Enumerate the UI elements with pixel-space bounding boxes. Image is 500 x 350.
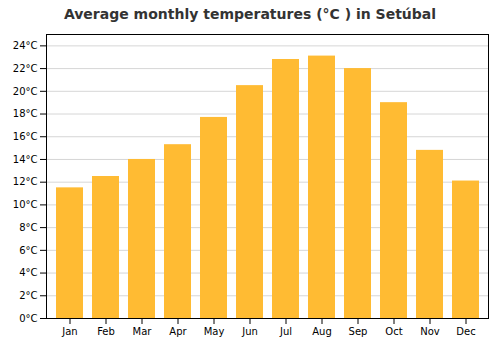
svg-text:Jul: Jul [279,326,292,337]
svg-text:May: May [204,326,225,337]
svg-text:Mar: Mar [133,326,153,337]
svg-text:Jan: Jan [61,326,77,337]
svg-text:Apr: Apr [169,326,187,337]
svg-text:Feb: Feb [97,326,115,337]
svg-text:22°C: 22°C [13,63,38,74]
svg-text:18°C: 18°C [13,108,38,119]
svg-text:12°C: 12°C [13,176,38,187]
svg-text:2°C: 2°C [19,290,37,301]
svg-text:Aug: Aug [312,326,332,337]
svg-text:0°C: 0°C [19,313,37,324]
svg-text:10°C: 10°C [13,199,38,210]
svg-text:14°C: 14°C [13,154,38,165]
html-text:Average monthly temperatures (: Average monthly temperatures (°C ) in Se… [63,6,437,22]
svg-text:6°C: 6°C [19,245,37,256]
svg-text:16°C: 16°C [13,131,38,142]
svg-text:8°C: 8°C [19,222,37,233]
svg-text:4°C: 4°C [19,267,37,278]
svg-text:Jun: Jun [241,326,258,337]
svg-text:20°C: 20°C [13,86,38,97]
svg-text:Dec: Dec [456,326,475,337]
svg-text:Sep: Sep [349,326,368,337]
svg-text:Oct: Oct [385,326,402,337]
svg-text:24°C: 24°C [13,40,38,51]
svg-text:Nov: Nov [420,326,440,337]
